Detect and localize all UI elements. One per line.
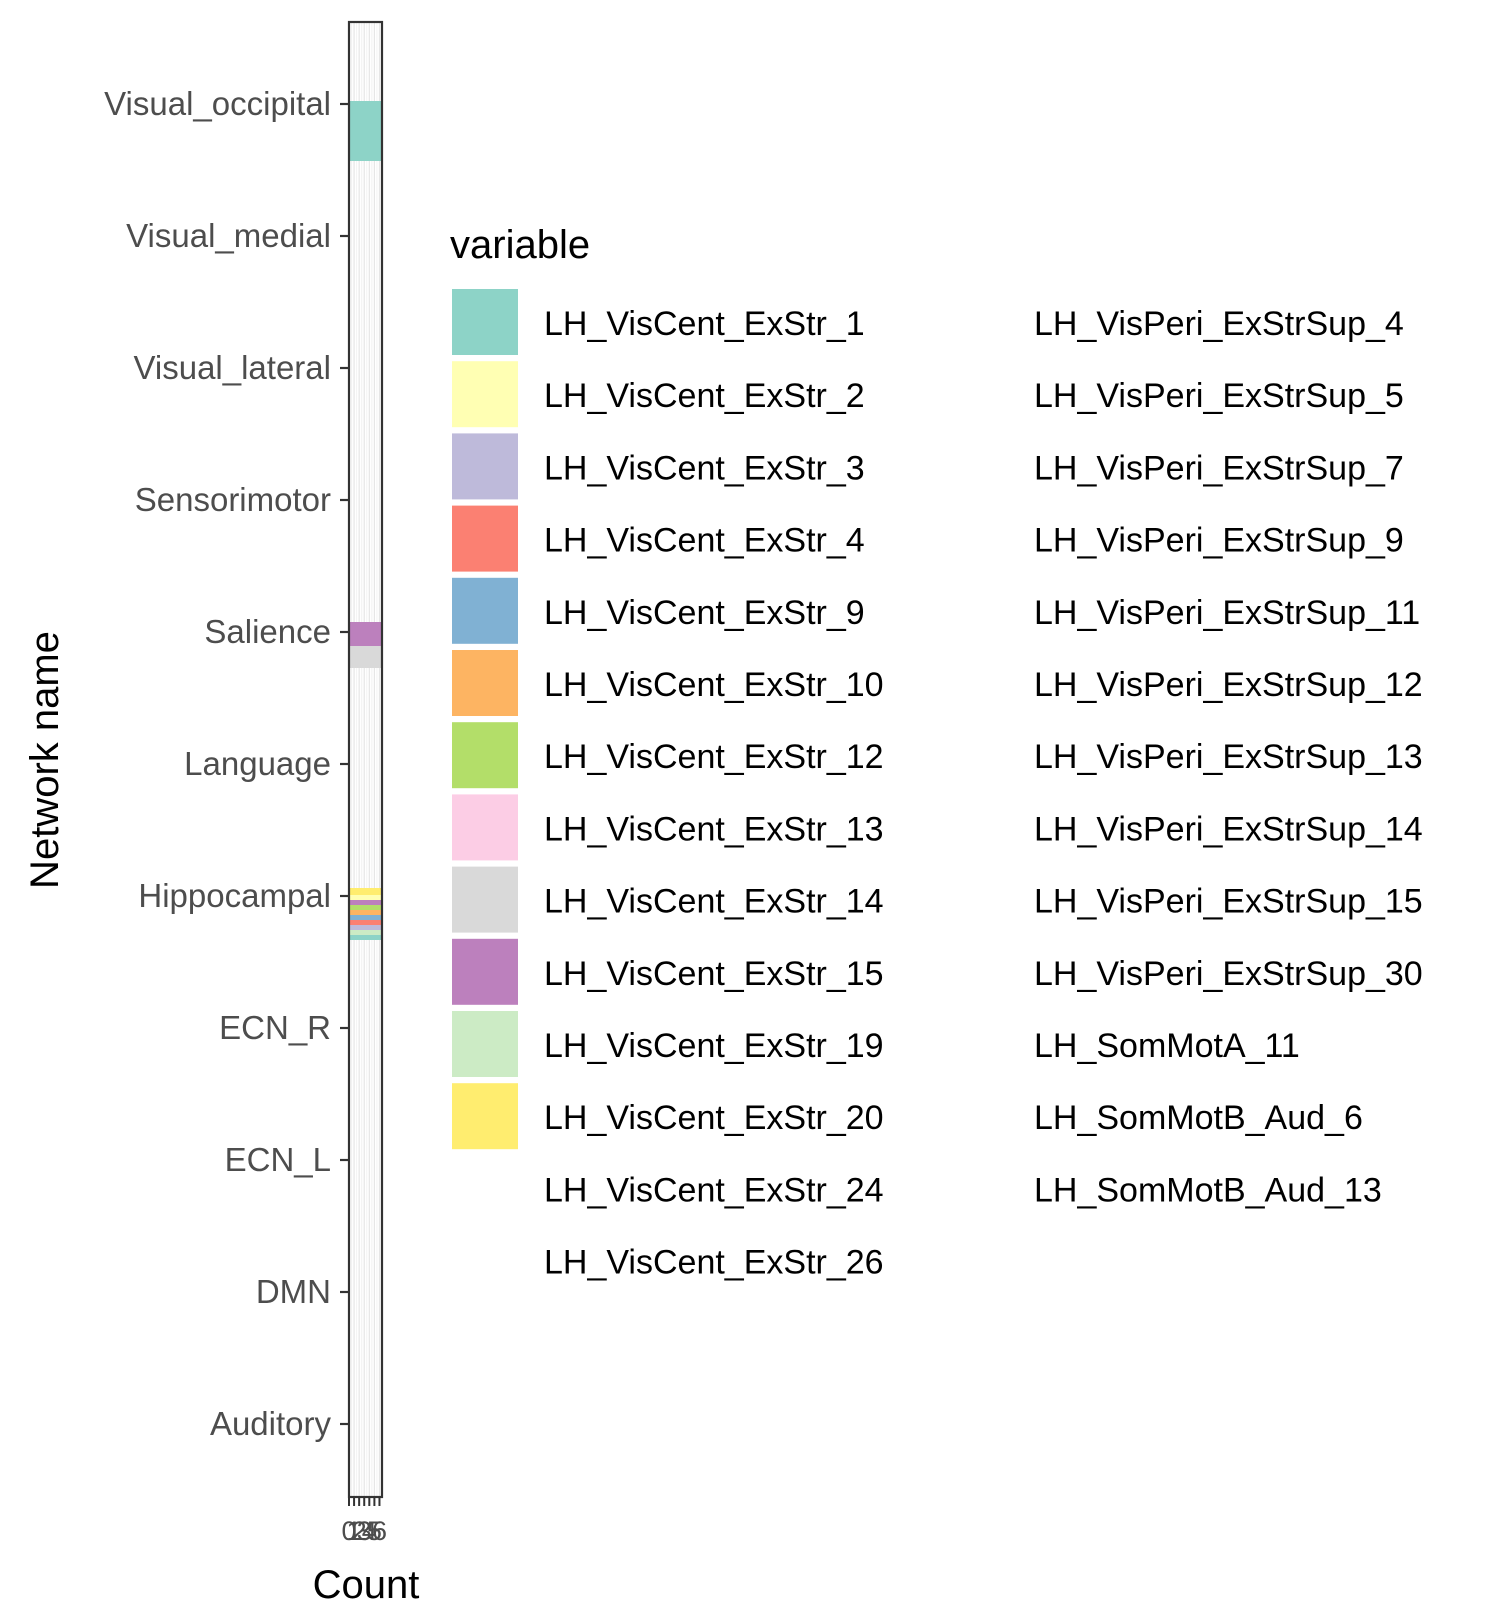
x-tick-label: 3	[357, 1516, 372, 1546]
legend-label: LH_VisCent_ExStr_20	[544, 1099, 884, 1137]
bar-segment-Hippocampal-LH_VisCent_ExStr_4	[350, 920, 381, 925]
legend-label: LH_VisCent_ExStr_2	[544, 377, 865, 415]
bar-segment-Hippocampal-LH_VisCent_ExStr_10	[350, 910, 381, 915]
x-tick-label: 5	[367, 1516, 382, 1546]
legend-label: LH_SomMotB_Aud_6	[1034, 1099, 1363, 1137]
legend-key	[452, 505, 518, 572]
legend-label: LH_VisPeri_ExStrSup_11	[1034, 594, 1420, 632]
legend-key	[452, 938, 518, 1005]
y-tick-label: Sensorimotor	[135, 481, 331, 518]
y-axis-title: Network name	[23, 631, 67, 889]
legend-label: LH_VisCent_ExStr_12	[544, 738, 884, 776]
bar-segment-Hippocampal-LH_VisCent_ExStr_20	[350, 888, 381, 895]
x-tick-label: 2	[352, 1516, 367, 1546]
legend-key	[452, 361, 518, 428]
bar-segment-Salience-LH_VisCent_ExStr_14	[350, 646, 381, 668]
x-tick-label: 0	[341, 1516, 356, 1546]
legend-label: LH_VisCent_ExStr_1	[544, 305, 865, 343]
y-axis-ticks: Visual_occipital Visual_medial Visual_late…	[104, 85, 349, 1442]
bar-segment-Hippocampal-LH_VisCent_ExStr_15	[350, 900, 381, 905]
legend-label: LH_VisPeri_ExStrSup_13	[1034, 738, 1423, 776]
y-tick-label: Hippocampal	[138, 877, 331, 914]
bar-segment-Hippocampal-LH_VisCent_ExStr_19	[350, 930, 381, 935]
legend-title: variable	[450, 223, 590, 267]
x-axis-title: Count	[313, 1563, 420, 1607]
bar-segment-Hippocampal-LH_VisCent_ExStr_2	[350, 895, 381, 900]
legend-label: LH_VisPeri_ExStrSup_12	[1034, 666, 1423, 704]
legend-label: LH_VisCent_ExStr_13	[544, 810, 884, 848]
y-tick-label: Language	[184, 745, 331, 782]
legend-key	[452, 722, 518, 789]
y-tick-label: Visual_lateral	[133, 349, 331, 386]
legend: LH_VisCent_ExStr_1 LH_VisCent_ExStr_2 LH_V…	[452, 289, 1423, 1282]
legend-label: LH_VisCent_ExStr_26	[544, 1244, 884, 1282]
legend-label: LH_VisCent_ExStr_19	[544, 1027, 884, 1065]
legend-label: LH_VisCent_ExStr_10	[544, 666, 884, 704]
legend-key	[452, 289, 518, 355]
legend-label: LH_VisCent_ExStr_3	[544, 449, 865, 487]
legend-label: LH_VisCent_ExStr_24	[544, 1171, 884, 1209]
legend-label: LH_VisPeri_ExStrSup_5	[1034, 377, 1404, 415]
legend-key	[452, 794, 518, 861]
legend-key	[452, 1011, 518, 1077]
legend-key	[452, 433, 518, 500]
legend-label: LH_VisPeri_ExStrSup_7	[1034, 449, 1404, 487]
bar-segment-Hippocampal-LH_VisCent_ExStr_1	[350, 935, 381, 940]
legend-label: LH_VisCent_ExStr_14	[544, 883, 884, 921]
bar-segment-Salience-LH_VisCent_ExStr_15	[350, 622, 381, 646]
legend-label: LH_VisPeri_ExStrSup_15	[1034, 883, 1423, 921]
y-tick-label: Auditory	[210, 1405, 332, 1442]
legend-label: LH_SomMotA_11	[1034, 1027, 1300, 1065]
bar-segment-Hippocampal-LH_VisCent_ExStr_12	[350, 905, 381, 910]
grid-lines	[348, 22, 381, 1497]
legend-label: LH_SomMotB_Aud_13	[1034, 1171, 1382, 1209]
legend-key	[452, 1083, 518, 1150]
legend-label: LH_VisPeri_ExStrSup_30	[1034, 955, 1423, 993]
legend-label: LH_VisPeri_ExStrSup_4	[1034, 305, 1404, 343]
y-tick-label: Visual_medial	[126, 217, 331, 254]
y-tick-label: Salience	[204, 613, 331, 650]
bar-segments	[350, 101, 381, 940]
y-tick-label: Visual_occipital	[104, 85, 331, 122]
legend-label: LH_VisCent_ExStr_4	[544, 522, 865, 560]
legend-key	[452, 866, 518, 933]
legend-label: LH_VisPeri_ExStrSup_14	[1034, 810, 1423, 848]
bar-segment-Hippocampal-LH_VisCent_ExStr_9	[350, 915, 381, 920]
bar-segment-Hippocampal-LH_VisCent_ExStr_3	[350, 925, 381, 930]
y-tick-label: ECN_R	[219, 1009, 331, 1046]
legend-label: LH_VisCent_ExStr_15	[544, 955, 884, 993]
x-tick-label: 6	[372, 1516, 387, 1546]
legend-key	[452, 577, 518, 644]
plot-panel-border	[347, 20, 384, 1499]
y-tick-label: DMN	[256, 1273, 331, 1310]
bar-segment-Visual_occipital-LH_VisCent_ExStr_1	[350, 101, 381, 161]
x-tick-label: 4	[362, 1516, 377, 1546]
x-tick-label: 1	[347, 1516, 362, 1546]
legend-label: LH_VisPeri_ExStrSup_9	[1034, 522, 1404, 560]
legend-label: LH_VisCent_ExStr_9	[544, 594, 865, 632]
legend-key	[452, 650, 518, 716]
y-tick-label: ECN_L	[225, 1141, 331, 1178]
